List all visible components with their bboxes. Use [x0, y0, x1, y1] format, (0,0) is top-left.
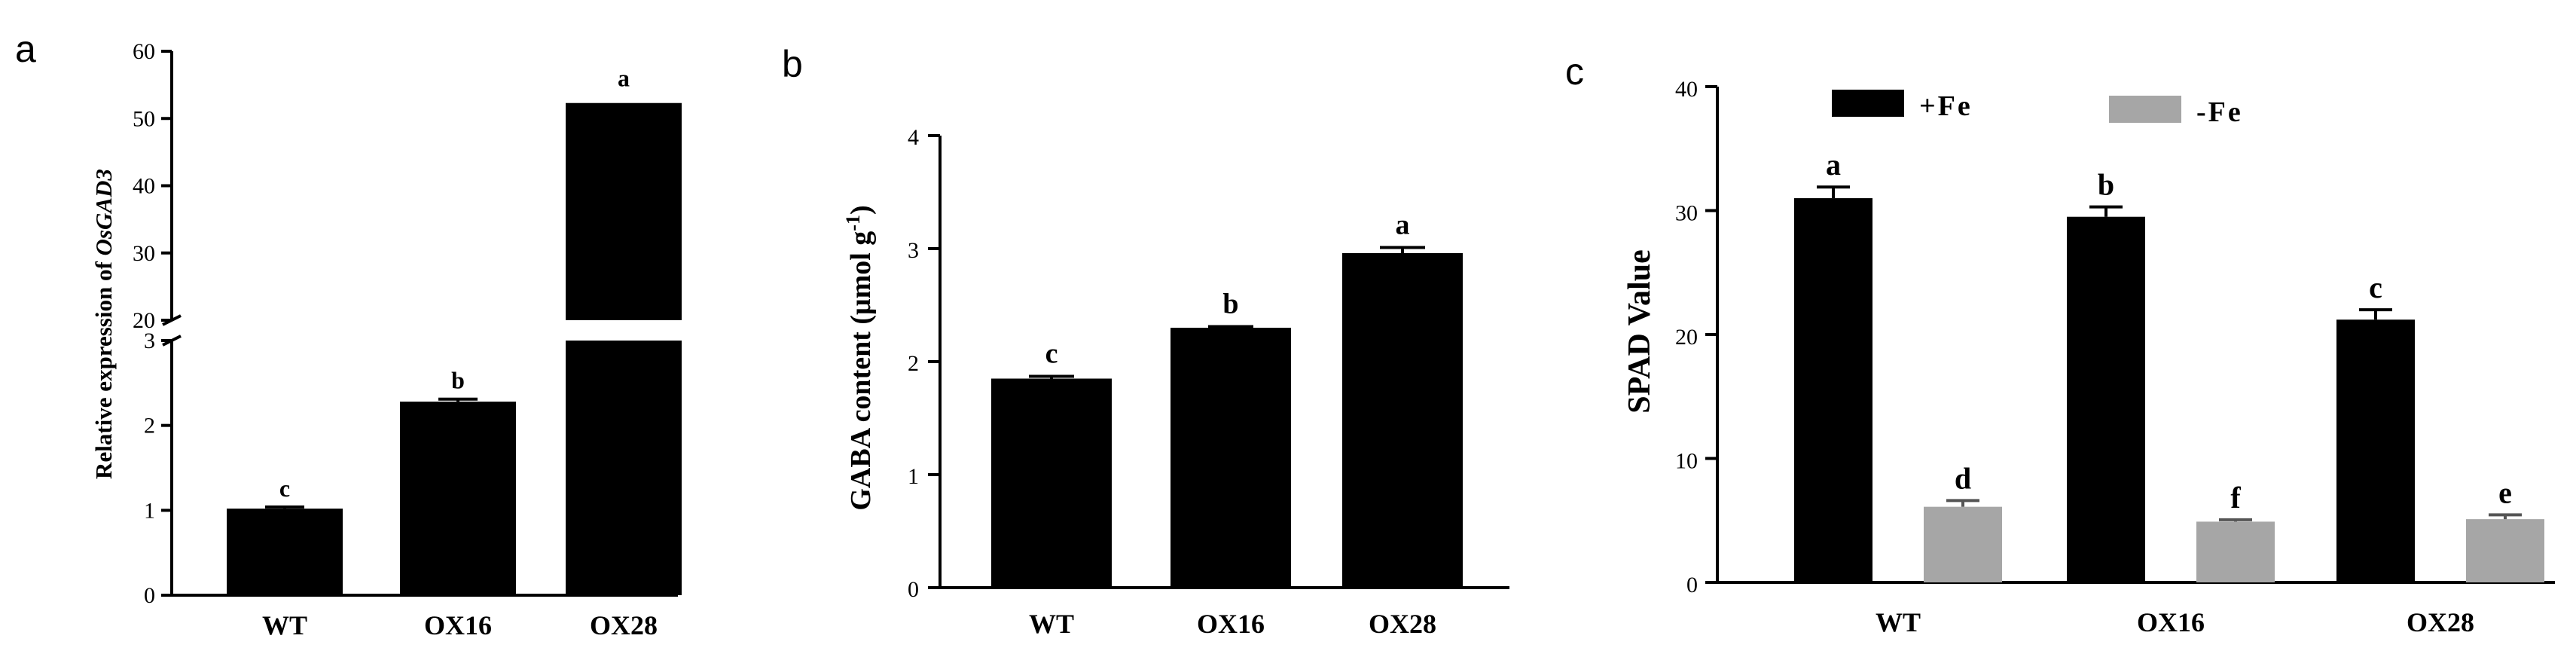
panel-c-bar [2466, 519, 2544, 582]
panel-a-y-tick-label: 3 [144, 328, 155, 353]
panel-c-y-tick-label: 0 [1686, 573, 1698, 597]
panel-a-significance-letter: a [618, 65, 630, 92]
panel-a-y-label-prefix: Relative expression of [90, 255, 117, 478]
panel-a-y-tick-label: 60 [133, 39, 155, 64]
panel-c-letter: c [1565, 50, 1584, 93]
panel-c-legend-swatch [2109, 96, 2181, 123]
panel-b-bar [991, 378, 1112, 588]
panel-a-bar-lower-segment [566, 341, 682, 595]
panel-c-x-tick-label: WT [1876, 607, 1921, 637]
panel-a-bar [400, 402, 516, 595]
panel-c-x-tick-label: OX16 [2137, 607, 2205, 637]
panel-c-error-bar [2359, 308, 2392, 320]
panel-a-y-label-gene: OsGAD3 [90, 169, 117, 255]
panel-c-bars [1794, 185, 2544, 582]
panel-a-bar-upper-segment [566, 102, 682, 320]
panel-b-x-tick-label: WT [1029, 609, 1074, 639]
panel-b: b GABA content (μmol g-1) 0 1 2 3 4 c WT b OX16… [782, 43, 1509, 639]
panel-c-error-bar [1946, 499, 1979, 507]
panel-c-y-tick-label: 10 [1675, 449, 1698, 474]
panel-b-bar [1170, 328, 1291, 588]
panel-c-bar [2336, 319, 2415, 582]
panel-b-y-tick-label: 0 [908, 577, 919, 602]
panel-a-y-tick-label: 1 [144, 498, 155, 523]
panel-a-y-tick-label: 40 [133, 174, 155, 199]
panel-a-y-tick-label: 30 [133, 241, 155, 266]
panel-b-bars [991, 246, 1463, 588]
panel-b-error-bar [1380, 246, 1425, 253]
panel-c-error-bar [1817, 185, 1850, 199]
panel-c-significance-letter: a [1826, 148, 1841, 182]
panel-c-legend-label: +Fe [1919, 90, 1973, 122]
panel-c-legend-label: -Fe [2196, 96, 2243, 128]
panel-b-y-label-main: GABA content (μmol g [845, 231, 877, 511]
panel-c-legend-swatch [1832, 90, 1904, 117]
panel-c-significance-letter: d [1955, 461, 1971, 495]
panel-c-y-tick-label: 40 [1675, 77, 1698, 102]
panel-b-x-tick-label: OX16 [1197, 609, 1265, 639]
panel-b-y-tick-label: 2 [908, 351, 919, 376]
panel-c-bar [2067, 216, 2145, 582]
panel-c: c SPAD Value +Fe -Fe 0 10 20 30 40 a b c d f e WT OX… [1565, 50, 2555, 637]
panel-b-y-tick-label: 1 [908, 464, 919, 489]
panel-a-bars [227, 102, 682, 595]
panel-c-bar [2196, 521, 2275, 582]
panel-c-significance-letter: e [2498, 475, 2512, 509]
panel-b-significance-letter: b [1222, 289, 1238, 320]
panel-b-y-tick-label: 3 [908, 238, 919, 263]
panel-c-bar [1924, 506, 2002, 582]
panel-b-significance-letter: a [1396, 209, 1410, 241]
panel-b-x-tick-label: OX28 [1369, 609, 1436, 639]
panel-a-bar [227, 509, 343, 595]
panel-a-error-bar [438, 397, 478, 402]
panel-a-y-tick-label: 0 [144, 583, 155, 608]
panel-a-y-tick-label: 20 [133, 308, 155, 333]
panel-a-x-tick-label: OX28 [590, 610, 658, 640]
panel-c-error-bar [2489, 513, 2522, 520]
panel-a-labels: c WT b OX16 a OX28 [262, 65, 658, 640]
panel-b-labels: c WT b OX16 a OX28 [1029, 209, 1436, 640]
panel-a: a Relative expression of OsGAD3 0 1 2 320 30… [15, 28, 682, 640]
panel-c-significance-letter: c [2369, 270, 2382, 304]
panel-a-significance-letter: b [451, 367, 465, 394]
panel-a-letter: a [15, 28, 36, 70]
panel-c-y-tick-label: 20 [1675, 325, 1698, 350]
panel-c-error-bar [2089, 205, 2123, 217]
panel-a-x-tick-label: OX16 [424, 610, 492, 640]
panel-b-significance-letter: c [1045, 338, 1058, 370]
panel-a-x-tick-label: WT [262, 610, 307, 640]
panel-b-letter: b [782, 43, 803, 85]
panel-b-error-bar [1029, 374, 1074, 379]
panel-c-y-tick-label: 30 [1675, 201, 1698, 226]
panel-b-y-label-end: ) [845, 205, 877, 215]
panel-a-y-tick-label: 50 [133, 106, 155, 131]
panel-a-significance-letter: c [279, 475, 290, 502]
panel-b-y-label-sup: -1 [842, 215, 864, 231]
panel-a-y-axis-label: Relative expression of OsGAD3 [90, 169, 117, 479]
panel-c-x-tick-label: OX28 [2407, 607, 2474, 637]
panel-b-y-tick-label: 4 [908, 125, 919, 150]
panel-c-bar [1794, 198, 1872, 582]
panel-b-error-bar [1208, 325, 1253, 328]
panel-c-labels: a b c d f e WT OX16 OX28 [1826, 148, 2512, 637]
panel-a-y-tick-label: 2 [144, 414, 155, 438]
panel-c-significance-letter: b [2098, 168, 2114, 202]
panel-b-bar [1342, 253, 1463, 588]
panel-a-error-bar [265, 505, 304, 509]
panel-b-y-axis-label: GABA content (μmol g-1) [842, 205, 877, 510]
panel-c-y-axis-label: SPAD Value [1622, 249, 1657, 413]
panel-c-error-bar [2219, 518, 2252, 522]
panel-c-legend: +Fe -Fe [1832, 90, 2243, 128]
panel-c-significance-letter: f [2230, 481, 2241, 515]
